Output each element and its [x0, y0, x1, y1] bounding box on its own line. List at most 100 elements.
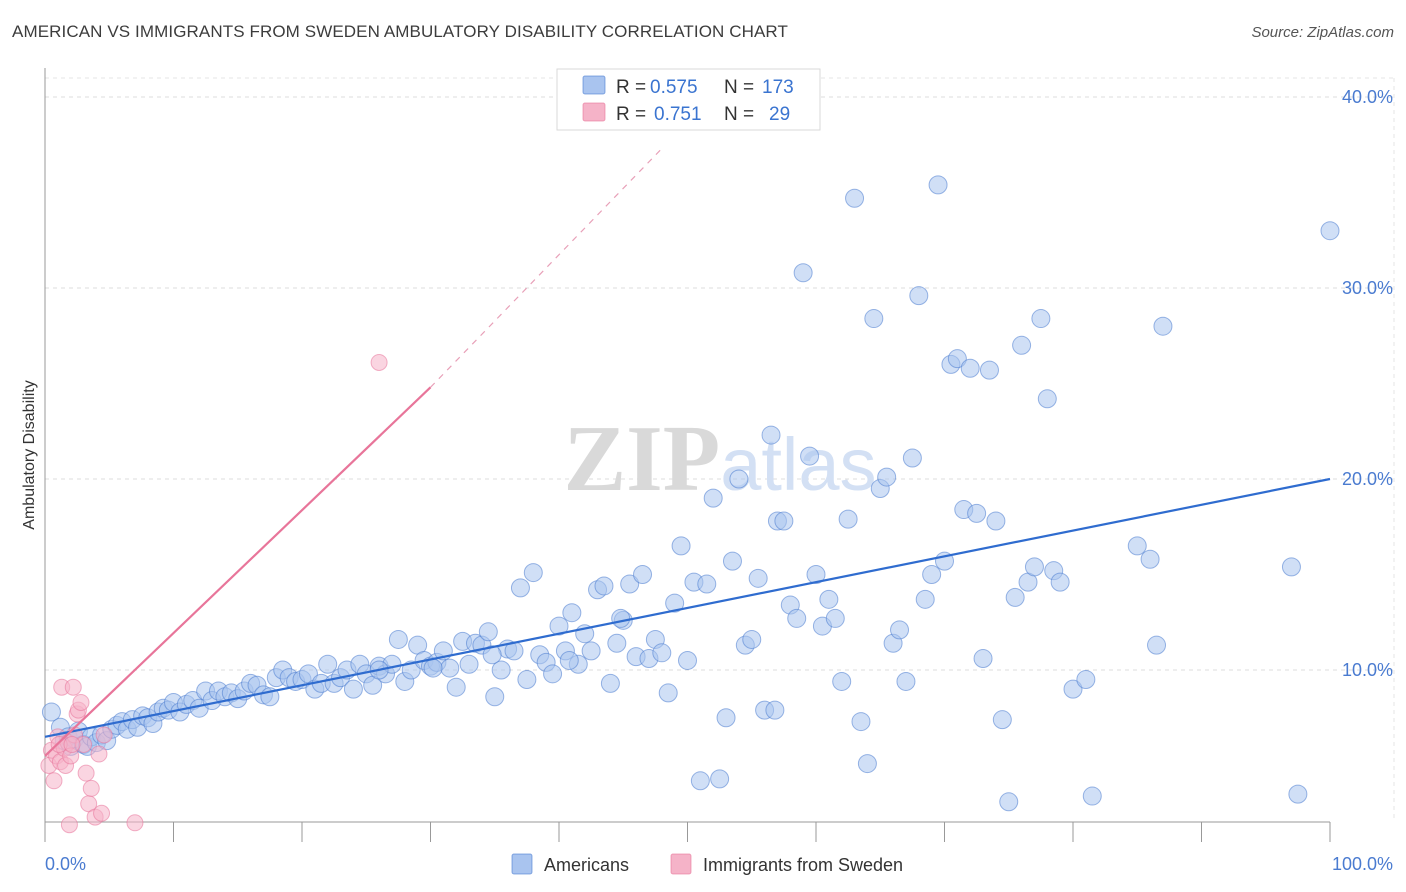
- bottom-legend: Americans Immigrants from Sweden: [511, 853, 903, 875]
- american-point-171: [1281, 557, 1301, 577]
- american-point-84: [543, 664, 563, 684]
- american-point-160: [1031, 309, 1051, 329]
- bottom-legend-immigrants: Immigrants from Sweden: [703, 855, 903, 875]
- y-axis-label: Ambulatory Disability: [21, 380, 38, 529]
- american-point-161: [1037, 389, 1057, 409]
- sweden-point-16: [72, 693, 90, 711]
- american-point-85: [549, 616, 569, 636]
- legend-swatch-immigrants: [582, 102, 606, 122]
- american-point-159: [1024, 557, 1044, 577]
- american-point-102: [658, 683, 678, 703]
- american-point-124: [800, 446, 820, 466]
- legend-n-label-1: N =: [724, 104, 754, 125]
- bottom-legend-swatch-immigrants: [670, 853, 692, 875]
- american-point-71: [459, 654, 479, 674]
- american-point-156: [1005, 587, 1025, 607]
- legend-r-value-0: 0.575: [650, 77, 698, 98]
- american-point-108: [697, 574, 717, 594]
- x-tick-label-1: 100.0%: [1332, 854, 1393, 874]
- american-point-149: [960, 358, 980, 378]
- sweden-point-25: [126, 814, 144, 832]
- american-point-49: [318, 654, 338, 674]
- chart-title: AMERICAN VS IMMIGRANTS FROM SWEDEN AMBUL…: [12, 22, 788, 41]
- legend-swatch-americans: [582, 75, 606, 95]
- american-point-115: [742, 629, 762, 649]
- american-point-134: [864, 309, 884, 329]
- x-tick-labels: 0.0% 100.0%: [45, 854, 1393, 874]
- american-point-110: [710, 769, 730, 789]
- american-point-111: [716, 708, 736, 728]
- american-point-130: [838, 509, 858, 529]
- x-tick-label-0: 0.0%: [45, 854, 86, 874]
- american-point-109: [703, 488, 723, 508]
- american-point-155: [999, 792, 1019, 812]
- legend-r-label-0: R =: [616, 77, 646, 98]
- american-point-175: [423, 658, 443, 678]
- american-point-167: [1127, 536, 1147, 556]
- series-americans: [41, 175, 1340, 812]
- american-point-69: [446, 677, 466, 697]
- sweden-point-28: [63, 735, 81, 753]
- american-point-136: [877, 467, 897, 487]
- american-point-141: [909, 286, 929, 306]
- american-point-113: [729, 469, 749, 489]
- american-point-80: [517, 670, 537, 690]
- american-point-79: [510, 578, 530, 598]
- sweden-point-2: [45, 772, 63, 790]
- watermark-zip: ZIP: [563, 407, 720, 511]
- sweden-point-18: [77, 764, 95, 782]
- legend-r-label-1: R =: [616, 104, 646, 125]
- american-point-0: [41, 702, 61, 722]
- american-point-122: [787, 608, 807, 628]
- american-point-131: [845, 188, 865, 208]
- american-point-168: [1140, 549, 1160, 569]
- legend-n-value-0: 173: [762, 77, 794, 98]
- american-point-179: [765, 700, 785, 720]
- american-point-118: [761, 425, 781, 445]
- legend-n-label-0: N =: [724, 77, 754, 98]
- american-point-164: [1063, 679, 1083, 699]
- american-point-112: [722, 551, 742, 571]
- american-point-169: [1147, 635, 1167, 655]
- american-point-139: [896, 671, 916, 691]
- legend-r-value-1: 0.751: [654, 104, 702, 125]
- legend-box: R = 0.575 N = 173 R = 0.751 N = 29: [556, 68, 821, 131]
- watermark: ZIPatlas: [563, 407, 876, 511]
- sweden-point-10: [60, 816, 78, 834]
- american-point-173: [1320, 221, 1340, 241]
- american-point-151: [973, 649, 993, 669]
- american-point-120: [774, 511, 794, 531]
- american-point-143: [922, 565, 942, 584]
- sweden-point-24: [95, 726, 113, 744]
- y-tick-label-0: 10.0%: [1342, 660, 1393, 680]
- series-immigrants-from-sweden: [40, 353, 388, 834]
- watermark-atlas: atlas: [720, 423, 876, 506]
- bottom-legend-americans: Americans: [544, 855, 629, 875]
- american-point-157: [1012, 335, 1032, 355]
- y-tick-label-3: 40.0%: [1342, 87, 1393, 107]
- american-point-176: [482, 645, 502, 665]
- american-point-138: [890, 620, 910, 640]
- american-point-178: [611, 608, 631, 628]
- sweden-point-12: [64, 678, 82, 696]
- american-point-150: [967, 503, 987, 523]
- american-point-104: [671, 536, 691, 556]
- y-tick-labels: 10.0% 20.0% 30.0% 40.0%: [1342, 87, 1393, 680]
- american-point-166: [1082, 786, 1102, 806]
- american-point-76: [491, 660, 511, 680]
- american-point-116: [748, 568, 768, 588]
- sweden-point-23: [93, 804, 111, 822]
- y-tick-label-1: 20.0%: [1342, 469, 1393, 489]
- american-point-75: [485, 687, 505, 707]
- american-point-81: [523, 563, 543, 583]
- american-point-96: [620, 574, 640, 594]
- american-point-144: [928, 175, 948, 195]
- y-tick-label-2: 30.0%: [1342, 278, 1393, 298]
- american-point-142: [915, 589, 935, 609]
- american-point-101: [652, 643, 672, 663]
- american-point-128: [825, 608, 845, 628]
- sweden-point-26: [370, 353, 388, 371]
- american-point-147: [947, 349, 967, 369]
- legend-n-value-1: 29: [769, 104, 790, 125]
